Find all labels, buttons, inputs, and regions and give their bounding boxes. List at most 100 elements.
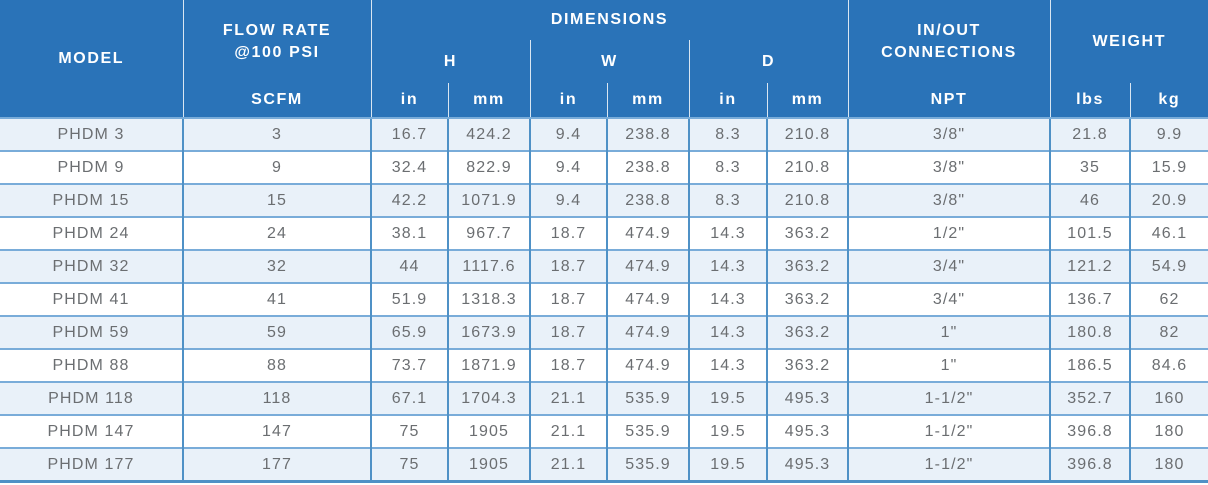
header-unit-kg: kg — [1129, 83, 1208, 118]
cell-w-in: 21.1 — [529, 447, 607, 482]
header-dimensions: DIMENSIONS — [370, 0, 849, 40]
cell-w-in: 21.1 — [529, 414, 607, 448]
cell-scfm: 9 — [182, 150, 371, 184]
cell-w-mm: 474.9 — [606, 216, 689, 250]
cell-h-in: 32.4 — [370, 150, 448, 184]
cell-npt: 3/4" — [847, 282, 1051, 316]
header-d-unit-mm: mm — [766, 83, 849, 118]
cell-scfm: 3 — [182, 117, 371, 151]
cell-d-mm: 495.3 — [765, 447, 849, 482]
cell-d-in: 8.3 — [688, 117, 767, 151]
cell-lbs: 186.5 — [1049, 348, 1131, 382]
cell-h-mm: 1071.9 — [447, 183, 530, 217]
cell-d-in: 14.3 — [688, 348, 767, 382]
cell-w-mm: 535.9 — [606, 414, 689, 448]
table-row: PHDM 147 147 75 1905 21.1 535.9 19.5 495… — [0, 414, 1208, 448]
cell-npt: 1-1/2" — [847, 447, 1051, 482]
cell-model: PHDM 59 — [0, 315, 183, 349]
cell-lbs: 46 — [1049, 183, 1131, 217]
table-row: PHDM 9 9 32.4 822.9 9.4 238.8 8.3 210.8 … — [0, 150, 1208, 184]
header-row-3: SCFM in mm in mm in mm NPT lbs kg — [0, 83, 1208, 118]
header-connections: IN/OUT CONNECTIONS — [847, 0, 1051, 83]
cell-scfm: 15 — [182, 183, 371, 217]
cell-scfm: 41 — [182, 282, 371, 316]
cell-w-mm: 535.9 — [606, 381, 689, 415]
table-row: PHDM 177 177 75 1905 21.1 535.9 19.5 495… — [0, 447, 1208, 482]
table-row: PHDM 3 3 16.7 424.2 9.4 238.8 8.3 210.8 … — [0, 117, 1208, 151]
cell-h-in: 65.9 — [370, 315, 448, 349]
cell-w-mm: 474.9 — [606, 249, 689, 283]
cell-model: PHDM 41 — [0, 282, 183, 316]
table-row: PHDM 15 15 42.2 1071.9 9.4 238.8 8.3 210… — [0, 183, 1208, 217]
header-h-unit-in: in — [370, 83, 448, 118]
cell-w-in: 9.4 — [529, 117, 607, 151]
cell-d-in: 19.5 — [688, 381, 767, 415]
cell-h-mm: 1905 — [447, 414, 530, 448]
cell-kg: 84.6 — [1129, 348, 1208, 382]
cell-d-in: 19.5 — [688, 414, 767, 448]
cell-d-in: 14.3 — [688, 282, 767, 316]
cell-lbs: 396.8 — [1049, 414, 1131, 448]
cell-w-in: 21.1 — [529, 381, 607, 415]
table-row: PHDM 59 59 65.9 1673.9 18.7 474.9 14.3 3… — [0, 315, 1208, 349]
cell-d-mm: 495.3 — [765, 414, 849, 448]
cell-w-mm: 238.8 — [606, 150, 689, 184]
cell-h-in: 67.1 — [370, 381, 448, 415]
cell-h-mm: 1318.3 — [447, 282, 530, 316]
header-row-2: H W D — [0, 40, 1208, 83]
header-dim-h: H — [370, 40, 530, 83]
cell-npt: 1" — [847, 315, 1051, 349]
cell-npt: 3/8" — [847, 183, 1051, 217]
cell-kg: 180 — [1129, 414, 1208, 448]
cell-kg: 46.1 — [1129, 216, 1208, 250]
cell-h-mm: 424.2 — [447, 117, 530, 151]
cell-model: PHDM 24 — [0, 216, 183, 250]
cell-scfm: 59 — [182, 315, 371, 349]
header-flow-rate-line2: @100 PSI — [234, 43, 320, 61]
cell-kg: 20.9 — [1129, 183, 1208, 217]
cell-w-mm: 238.8 — [606, 183, 689, 217]
cell-w-in: 18.7 — [529, 315, 607, 349]
cell-scfm: 32 — [182, 249, 371, 283]
cell-d-in: 8.3 — [688, 183, 767, 217]
cell-w-mm: 535.9 — [606, 447, 689, 482]
cell-d-in: 14.3 — [688, 216, 767, 250]
header-h-unit-mm: mm — [447, 83, 530, 118]
cell-npt: 1-1/2" — [847, 414, 1051, 448]
cell-npt: 1" — [847, 348, 1051, 382]
cell-kg: 62 — [1129, 282, 1208, 316]
cell-lbs: 180.8 — [1049, 315, 1131, 349]
header-unit-lbs: lbs — [1049, 83, 1131, 118]
header-w-unit-mm: mm — [606, 83, 689, 118]
header-w-unit-in: in — [529, 83, 607, 118]
cell-d-mm: 210.8 — [765, 150, 849, 184]
header-weight: WEIGHT — [1049, 0, 1208, 83]
cell-w-mm: 474.9 — [606, 282, 689, 316]
cell-w-in: 18.7 — [529, 282, 607, 316]
cell-h-mm: 1905 — [447, 447, 530, 482]
cell-model: PHDM 32 — [0, 249, 183, 283]
cell-w-mm: 238.8 — [606, 117, 689, 151]
cell-scfm: 177 — [182, 447, 371, 482]
cell-w-in: 9.4 — [529, 150, 607, 184]
cell-lbs: 136.7 — [1049, 282, 1131, 316]
cell-h-in: 75 — [370, 414, 448, 448]
header-unit-npt: NPT — [847, 83, 1051, 118]
cell-d-in: 14.3 — [688, 249, 767, 283]
cell-lbs: 101.5 — [1049, 216, 1131, 250]
cell-h-mm: 1117.6 — [447, 249, 530, 283]
cell-npt: 1-1/2" — [847, 381, 1051, 415]
cell-kg: 9.9 — [1129, 117, 1208, 151]
cell-d-in: 8.3 — [688, 150, 767, 184]
header-d-unit-in: in — [688, 83, 767, 118]
cell-d-mm: 363.2 — [765, 216, 849, 250]
cell-d-mm: 363.2 — [765, 315, 849, 349]
table-row: PHDM 118 118 67.1 1704.3 21.1 535.9 19.5… — [0, 381, 1208, 415]
cell-w-in: 18.7 — [529, 249, 607, 283]
cell-d-mm: 210.8 — [765, 117, 849, 151]
cell-scfm: 147 — [182, 414, 371, 448]
header-connections-line2: CONNECTIONS — [881, 43, 1017, 61]
cell-npt: 3/8" — [847, 117, 1051, 151]
